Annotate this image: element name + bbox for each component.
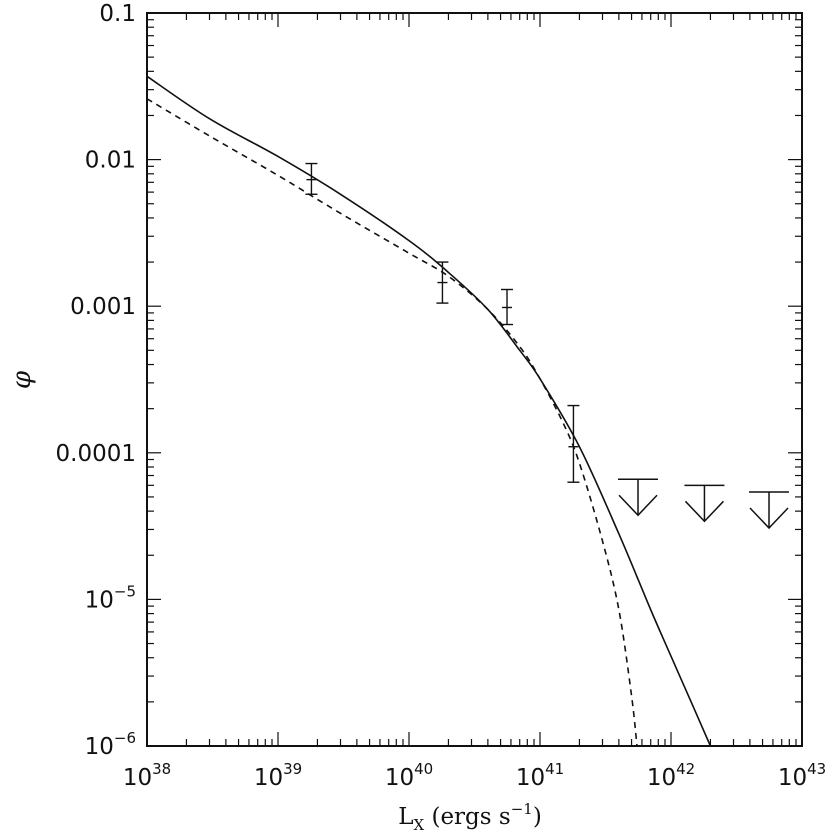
x-axis-title-rest: (ergs s [424, 804, 511, 830]
upper-limit-arrow [618, 478, 659, 517]
x-axis-title-exp: −1 [511, 800, 533, 818]
dashed-model-curve [146, 98, 638, 747]
upper-limit-head [618, 494, 658, 517]
y-tick-label: 0.1 [99, 1, 136, 27]
y-axis-title: φ [7, 370, 37, 389]
x-axis-title-base: L [398, 804, 413, 830]
x-tick-label: 1038 [123, 760, 171, 791]
y-tick-label: 0.01 [85, 148, 136, 174]
data-point [305, 162, 318, 195]
upper-limit-arrow [684, 484, 725, 523]
x-axis-title-close: ) [533, 804, 542, 830]
upper-limit-head [684, 500, 724, 523]
x-tick-label: 1043 [778, 760, 826, 791]
y-tick-label: 10−5 [85, 582, 136, 613]
upper-limit-head [749, 507, 789, 530]
y-tick-label: 0.001 [70, 294, 136, 320]
solid-model-curve [146, 75, 712, 747]
x-axis-title: LX (ergs s−1) [398, 800, 542, 834]
x-tick-label: 1041 [516, 760, 564, 791]
upper-limit-arrow [749, 491, 790, 530]
x-tick-label: 1039 [254, 760, 302, 791]
y-tick-label: 0.0001 [56, 441, 136, 467]
y-tick-label: 10−6 [85, 729, 136, 760]
x-tick-label: 1040 [385, 760, 433, 791]
data-point [501, 288, 514, 326]
data-point [436, 261, 449, 304]
x-tick-label: 1042 [647, 760, 695, 791]
data-point [567, 404, 580, 483]
x-axis-title-sub: X [413, 816, 424, 834]
plot-frame [146, 12, 803, 747]
